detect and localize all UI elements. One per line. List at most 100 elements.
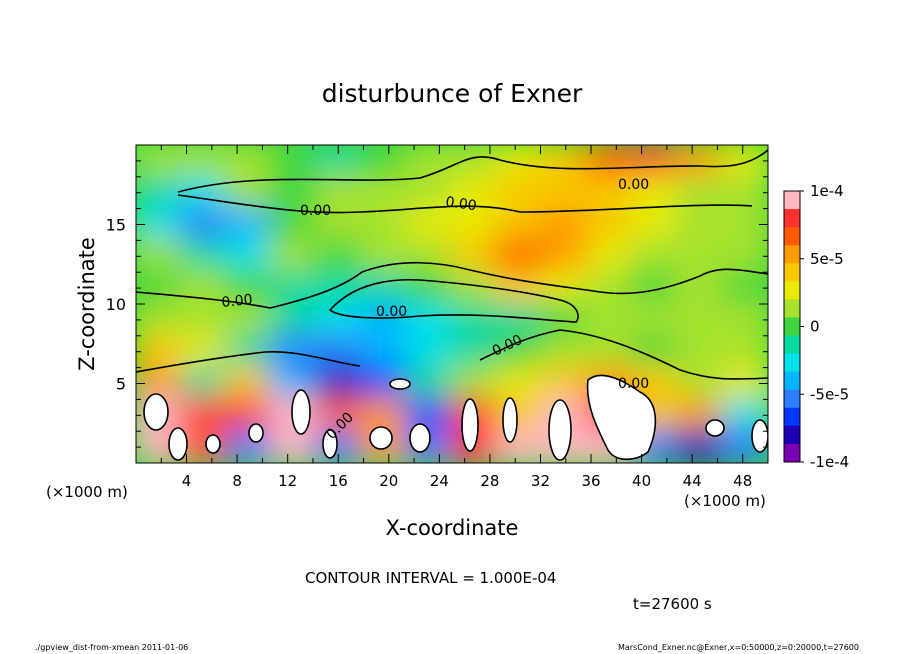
heatmap-cell: [585, 145, 635, 179]
x-tick-label: 12: [278, 472, 297, 490]
heatmap-cell: [359, 145, 409, 179]
zero-contours: [136, 149, 768, 380]
colorbar-swatch: [784, 245, 800, 264]
colorbar-swatch: [784, 425, 800, 445]
heatmap-cell: [269, 174, 319, 211]
heatmap-cell: [269, 302, 319, 338]
heatmap-cell: [404, 174, 454, 211]
heatmap-cell: [675, 206, 725, 243]
x-tick-label: 32: [531, 472, 550, 490]
heatmap-cell: [450, 365, 500, 402]
heatmap-cell: [224, 206, 274, 243]
heatmap-cell: [224, 365, 274, 402]
heatmap-cell: [675, 145, 725, 179]
footer-right: MarsCond_Exner.nc@Exner,x=0:50000,z=0:20…: [618, 643, 859, 652]
heatmap-cell: [720, 270, 768, 306]
contour-line: [479, 329, 768, 380]
x-tick-label: 8: [232, 472, 242, 490]
saturated-blob: [461, 398, 479, 452]
heatmap-cell: [630, 302, 680, 338]
x-tick-label: 4: [182, 472, 192, 490]
heatmap-cell: [314, 238, 364, 275]
x-tick-label: 24: [430, 472, 449, 490]
colorbar-tick-label: 5e-5: [810, 250, 844, 268]
colorbar-swatch: [784, 335, 800, 355]
contour-label: 0.00: [300, 203, 331, 219]
heatmap-cell: [269, 365, 319, 402]
heatmap-cell: [720, 145, 768, 179]
heatmap-cell: [404, 206, 454, 243]
heatmap-cell: [540, 145, 590, 179]
heatmap-cell: [179, 302, 229, 338]
saturated-blob: [586, 374, 657, 461]
x-tick-label: 28: [480, 472, 499, 490]
saturated-blob: [168, 427, 188, 461]
heatmap-cell: [720, 333, 768, 370]
heatmap-cell: [136, 333, 184, 370]
heatmap-cell: [585, 238, 635, 275]
heatmap-cell: [404, 333, 454, 370]
heatmap-cell: [630, 206, 680, 243]
heatmap-cell: [404, 238, 454, 275]
colorbar-tick-label: 1e-4: [810, 182, 844, 200]
heatmap-cell: [359, 174, 409, 211]
heatmap-cell: [314, 397, 364, 434]
x-tick-label: 44: [683, 472, 702, 490]
heatmap-cell: [675, 238, 725, 275]
heatmap-cell: [269, 238, 319, 275]
heatmap-cell: [540, 333, 590, 370]
heatmap-cell: [224, 270, 274, 306]
y-tick-label: 10: [106, 295, 126, 314]
heatmap-cell: [495, 365, 545, 402]
heatmap-cell: [585, 206, 635, 243]
heatmap-cell: [450, 174, 500, 211]
heatmap-cell: [495, 145, 545, 179]
x-tick-label: 36: [581, 472, 600, 490]
heatmap-cell: [585, 333, 635, 370]
heatmap-cell: [179, 365, 229, 402]
contour-label: 0.00: [376, 304, 407, 320]
heatmap-cell: [450, 145, 500, 179]
contour-line: [136, 350, 361, 373]
colorbar: [783, 190, 801, 463]
colorbar-swatch: [784, 227, 800, 246]
saturated-blob: [248, 423, 264, 443]
heatmap-cell: [136, 302, 184, 338]
saturated-blob: [502, 397, 518, 443]
heatmap-cell: [314, 145, 364, 179]
x-axis-label: X-coordinate: [386, 516, 519, 540]
heatmap-cell: [540, 174, 590, 211]
heatmap-cell: [675, 333, 725, 370]
heatmap-cell: [269, 145, 319, 179]
heatmap-cell: [495, 238, 545, 275]
heatmap-cell: [136, 174, 184, 211]
time-label: t=27600 s: [633, 595, 712, 613]
contour-label: 0.00: [221, 292, 254, 311]
x-tick-label: 20: [379, 472, 398, 490]
saturated-blob: [548, 399, 572, 461]
heatmap-cell: [179, 206, 229, 243]
saturated-blob: [389, 378, 411, 390]
contour-line: [136, 261, 768, 309]
heatmap-cell: [179, 397, 229, 434]
heatmap-cell: [630, 174, 680, 211]
colorbar-swatch: [784, 371, 800, 391]
saturated-blob: [751, 419, 768, 453]
heatmap-cell: [314, 302, 364, 338]
heatmap-cell: [359, 238, 409, 275]
colorbar-swatch: [784, 281, 800, 300]
heatmap-cell: [450, 333, 500, 370]
chart-title: disturbunce of Exner: [322, 79, 583, 108]
heatmap-cell: [224, 397, 274, 434]
contour-label: 0.00: [618, 177, 649, 193]
heatmap-cell: [495, 270, 545, 306]
saturated-blob: [409, 423, 431, 453]
colorbar-tick-label: -5e-5: [810, 385, 849, 403]
heatmap-field: 0.00 0.00 0.00 0.00 0.00 0.00 0.00 0.00: [136, 145, 768, 463]
heatmap-cell: [630, 270, 680, 306]
heatmap-cell: [179, 333, 229, 370]
colorbar-swatch: [784, 353, 800, 373]
x-tick-label: 48: [733, 472, 752, 490]
heatmap-cell: [630, 145, 680, 179]
saturated-regions: [143, 374, 768, 461]
